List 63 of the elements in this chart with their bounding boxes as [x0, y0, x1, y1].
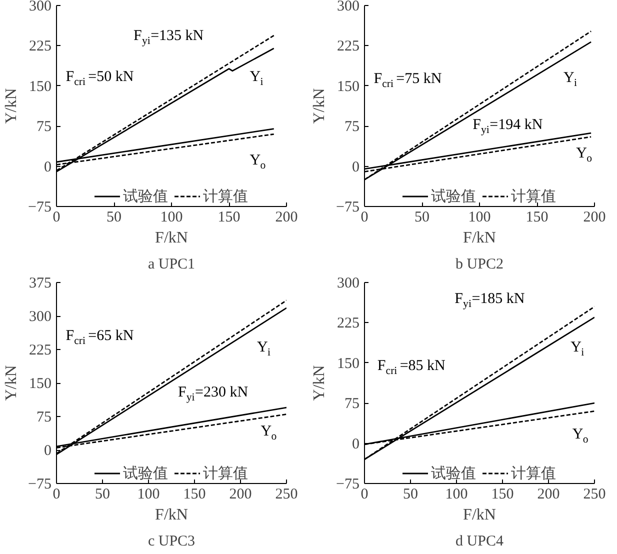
x-axis-title: F/kN: [463, 506, 496, 524]
legend-label: 计算值: [511, 186, 556, 206]
x-tick-label: 200: [275, 210, 298, 226]
x-tick-label: 100: [137, 486, 160, 502]
x-tick-label: 250: [583, 486, 606, 502]
legend-label: 计算值: [203, 464, 248, 482]
x-tick-label: 50: [403, 486, 418, 502]
x-tick-label: 50: [106, 210, 122, 226]
legend-label: 试验值: [431, 186, 476, 206]
y-tick-label: 225: [29, 342, 52, 358]
x-axis-title: F/kN: [155, 506, 188, 524]
y-tick-label: 150: [337, 78, 360, 95]
legend-label: 试验值: [431, 464, 476, 482]
y-tick-label: 0: [44, 159, 52, 176]
x-tick-label: 50: [95, 486, 110, 502]
y-axis-title: Y/kN: [311, 88, 328, 124]
y-tick-label: 375: [29, 276, 52, 292]
y-tick-label: 75: [36, 410, 52, 426]
legend-label: 试验值: [123, 464, 168, 482]
x-tick-label: 150: [183, 486, 206, 502]
y-tick-label: 75: [344, 119, 360, 136]
x-tick-label: 150: [218, 210, 240, 226]
y-tick-label: −75: [336, 476, 360, 492]
legend-label: 计算值: [203, 186, 248, 206]
legend-label: 试验值: [123, 186, 168, 206]
text: c UPC3: [148, 534, 196, 550]
y-tick-label: 150: [337, 356, 360, 372]
x-tick-label: 150: [491, 486, 514, 502]
x-tick-label: 100: [445, 486, 468, 502]
legend-label: 计算值: [511, 464, 556, 482]
y-axis-title: Y/kN: [3, 88, 20, 124]
y-tick-label: 75: [344, 396, 360, 412]
y-tick-label: 0: [352, 436, 360, 452]
text: a UPC1: [148, 256, 196, 272]
y-tick-label: 225: [29, 38, 52, 55]
y-tick-label: 150: [29, 78, 52, 95]
y-tick-label: 300: [337, 276, 360, 292]
y-tick-label: 75: [36, 119, 52, 136]
text: b UPC2: [456, 256, 504, 272]
x-tick-label: 150: [526, 210, 548, 226]
y-axis-title: Y/kN: [311, 364, 328, 401]
y-tick-label: −75: [336, 200, 360, 216]
x-tick-label: 100: [160, 210, 183, 226]
x-tick-label: 200: [537, 486, 560, 502]
y-tick-label: 300: [29, 309, 52, 325]
x-axis-title: F/kN: [155, 230, 188, 246]
y-tick-label: −75: [28, 200, 52, 216]
x-tick-label: 200: [229, 486, 252, 502]
y-tick-label: 0: [44, 443, 52, 459]
x-tick-label: 250: [275, 486, 298, 502]
y-tick-label: 300: [337, 0, 360, 14]
y-tick-label: 225: [337, 316, 360, 332]
y-tick-label: 225: [337, 38, 360, 55]
text: d UPC4: [456, 534, 504, 550]
y-tick-label: 300: [29, 0, 52, 14]
x-tick-label: 200: [583, 210, 606, 226]
x-axis-title: F/kN: [463, 230, 496, 246]
y-tick-label: 0: [352, 159, 360, 176]
y-tick-label: −75: [28, 476, 52, 492]
x-tick-label: 100: [468, 210, 491, 226]
y-tick-label: 150: [29, 376, 52, 392]
y-axis-title: Y/kN: [3, 364, 20, 401]
x-tick-label: 50: [414, 210, 430, 226]
